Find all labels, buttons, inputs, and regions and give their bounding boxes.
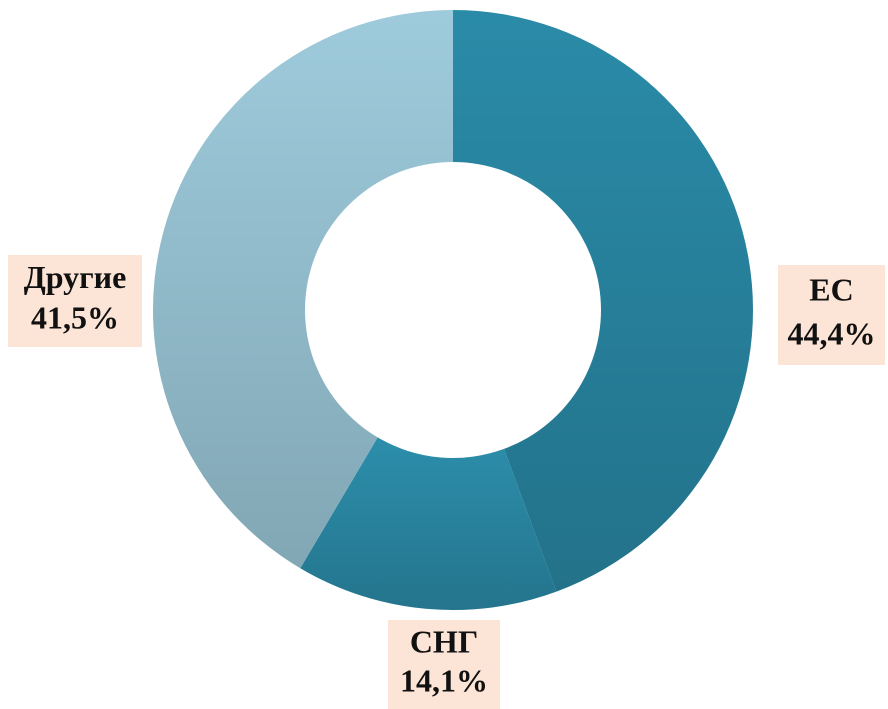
- label-box: [8, 255, 142, 347]
- label-box: [778, 265, 885, 365]
- category-label: ЕС: [809, 271, 853, 307]
- label-box: [388, 620, 500, 709]
- segment-shade: [453, 10, 754, 592]
- value-label: 14,1%: [400, 662, 488, 698]
- category-label: Другие: [24, 259, 127, 295]
- category-label: СНГ: [410, 623, 478, 659]
- value-label: 41,5%: [31, 300, 119, 336]
- value-label: 44,4%: [788, 315, 876, 351]
- segment-shade: [153, 10, 453, 569]
- segment-shade: [300, 437, 557, 611]
